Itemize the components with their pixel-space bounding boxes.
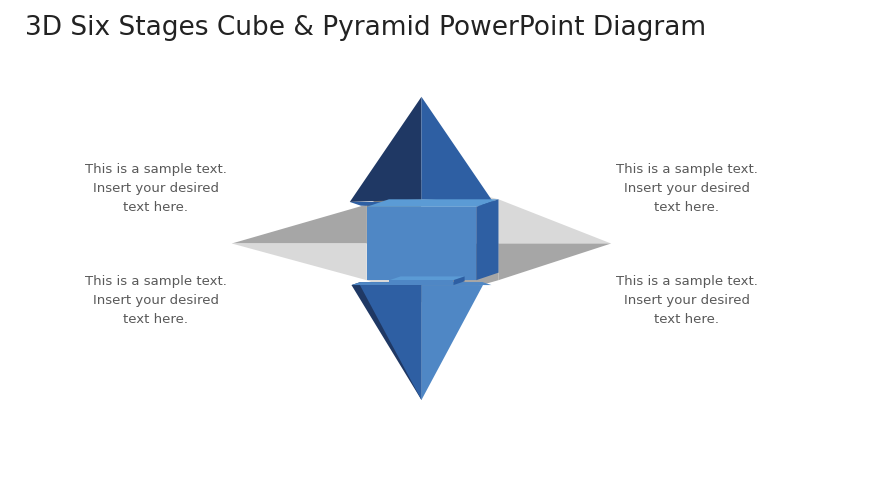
Polygon shape	[453, 277, 464, 285]
Polygon shape	[349, 203, 493, 206]
Polygon shape	[389, 281, 453, 285]
Polygon shape	[231, 205, 366, 244]
Text: This is a sample text.
Insert your desired
text here.: This is a sample text. Insert your desir…	[615, 163, 757, 213]
Polygon shape	[421, 98, 493, 203]
Polygon shape	[389, 277, 464, 281]
Polygon shape	[351, 283, 421, 400]
Text: This is a sample text.
Insert your desired
text here.: This is a sample text. Insert your desir…	[85, 275, 227, 325]
Text: This is a sample text.
Insert your desired
text here.: This is a sample text. Insert your desir…	[615, 275, 757, 325]
Polygon shape	[366, 181, 421, 244]
Polygon shape	[421, 181, 498, 244]
Polygon shape	[421, 285, 482, 400]
Polygon shape	[498, 244, 610, 281]
Polygon shape	[366, 207, 475, 281]
Polygon shape	[498, 200, 610, 244]
Polygon shape	[475, 200, 498, 281]
Text: 3D Six Stages Cube & Pyramid PowerPoint Diagram: 3D Six Stages Cube & Pyramid PowerPoint …	[25, 15, 706, 41]
Polygon shape	[349, 98, 421, 203]
Polygon shape	[421, 244, 498, 303]
Text: This is a sample text.
Insert your desired
text here.: This is a sample text. Insert your desir…	[85, 163, 227, 213]
Polygon shape	[360, 285, 421, 400]
Polygon shape	[231, 244, 366, 281]
Polygon shape	[351, 283, 491, 285]
Polygon shape	[366, 244, 421, 303]
Polygon shape	[366, 200, 498, 207]
